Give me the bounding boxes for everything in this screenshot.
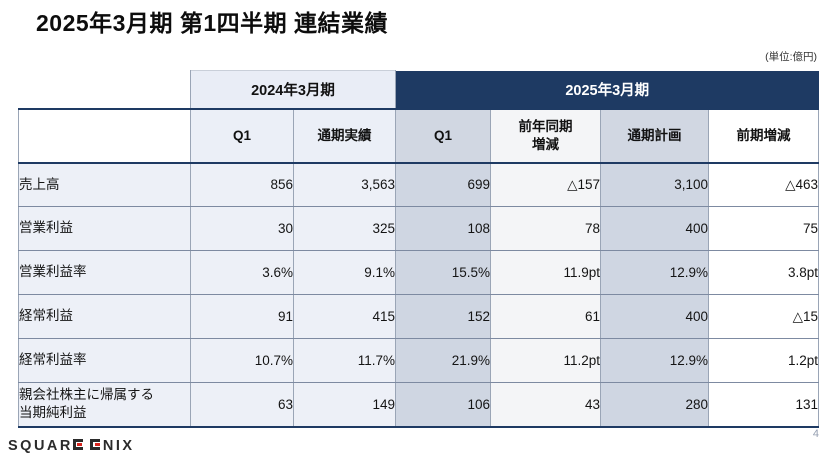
cell-fy25-q1: 15.5% <box>395 250 492 295</box>
cell-fy25-plan: 12.9% <box>600 250 710 295</box>
row-label-header-cell <box>18 108 191 164</box>
table-row-ordinary-margin: 経常利益率 10.7% 11.7% 21.9% 11.2pt 12.9% 1.2… <box>18 338 820 383</box>
row-label: 売上高 <box>18 162 191 207</box>
table-row-net-sales: 売上高 856 3,563 699 △157 3,100 △463 <box>18 162 820 207</box>
cell-fy24-q1: 91 <box>190 294 294 339</box>
cell-fy24-full: 9.1% <box>292 250 397 295</box>
table-row-ordinary-income: 経常利益 91 415 152 61 400 △15 <box>18 294 820 339</box>
column-header-fy24-q1: Q1 <box>190 108 294 164</box>
cell-fy24-full: 149 <box>292 382 397 428</box>
cell-fy25-q1: 152 <box>395 294 492 339</box>
cell-yoy-change: 11.9pt <box>490 250 602 295</box>
logo-text-nix: NIX <box>102 438 135 454</box>
table-row-net-income: 親会社株主に帰属する 当期純利益 63 149 106 43 280 131 <box>18 382 820 428</box>
cell-fy25-q1: 699 <box>395 162 492 207</box>
cell-plan-change: 3.8pt <box>708 250 820 295</box>
corner-cell <box>18 70 191 110</box>
group-header-fy2024: 2024年3月期 <box>189 70 397 110</box>
column-header-fy25-q1: Q1 <box>395 108 492 164</box>
cell-fy25-plan: 400 <box>600 294 710 339</box>
row-label: 親会社株主に帰属する 当期純利益 <box>18 382 191 428</box>
row-label: 営業利益 <box>18 206 191 251</box>
cell-plan-change: 1.2pt <box>708 338 820 383</box>
cell-yoy-change: 61 <box>490 294 602 339</box>
cell-fy25-plan: 12.9% <box>600 338 710 383</box>
cell-plan-change: △463 <box>708 162 820 207</box>
page-title: 2025年3月期 第1四半期 連結業績 <box>36 10 389 36</box>
cell-fy25-plan: 400 <box>600 206 710 251</box>
cell-fy25-plan: 3,100 <box>600 162 710 207</box>
table-row-operating-income: 営業利益 30 325 108 78 400 75 <box>18 206 820 251</box>
group-header-row: 2024年3月期 2025年3月期 <box>18 70 819 110</box>
group-header-fy2025: 2025年3月期 <box>395 70 819 110</box>
results-table: 2024年3月期 2025年3月期 Q1 通期実績 Q1 前年同期 増減 通期計… <box>18 70 820 428</box>
cell-fy24-full: 325 <box>292 206 397 251</box>
cell-fy24-q1: 856 <box>190 162 294 207</box>
cell-fy24-q1: 63 <box>190 382 294 428</box>
cell-plan-change: △15 <box>708 294 820 339</box>
square-enix-logo: SQUAR NIX <box>8 438 135 454</box>
cell-fy24-q1: 30 <box>190 206 294 251</box>
cell-yoy-change: △157 <box>490 162 602 207</box>
cell-fy25-q1: 108 <box>395 206 492 251</box>
column-header-yoy-change: 前年同期 増減 <box>490 108 602 164</box>
cell-plan-change: 75 <box>708 206 820 251</box>
cell-plan-change: 131 <box>708 382 820 428</box>
cell-fy25-plan: 280 <box>600 382 710 428</box>
cell-yoy-change: 11.2pt <box>490 338 602 383</box>
cell-yoy-change: 78 <box>490 206 602 251</box>
page-number: 4 <box>812 428 819 440</box>
column-header-fy25-plan: 通期計画 <box>600 108 710 164</box>
row-label: 経常利益 <box>18 294 191 339</box>
logo-letter-e-icon <box>72 439 83 450</box>
cell-fy24-full: 415 <box>292 294 397 339</box>
table-row-operating-margin: 営業利益率 3.6% 9.1% 15.5% 11.9pt 12.9% 3.8pt <box>18 250 820 295</box>
cell-yoy-change: 43 <box>490 382 602 428</box>
cell-fy24-full: 3,563 <box>292 162 397 207</box>
row-label: 経常利益率 <box>18 338 191 383</box>
column-header-row: Q1 通期実績 Q1 前年同期 増減 通期計画 前期増減 <box>18 108 820 164</box>
logo-letter-e-icon <box>90 439 101 450</box>
column-header-fy24-full-year: 通期実績 <box>292 108 397 164</box>
unit-label: (単位:億円) <box>765 51 817 63</box>
cell-fy24-q1: 3.6% <box>190 250 294 295</box>
cell-fy24-full: 11.7% <box>292 338 397 383</box>
column-header-plan-change: 前期増減 <box>708 108 820 164</box>
cell-fy25-q1: 21.9% <box>395 338 492 383</box>
cell-fy24-q1: 10.7% <box>190 338 294 383</box>
logo-text-squar: SQUAR <box>8 438 73 454</box>
cell-fy25-q1: 106 <box>395 382 492 428</box>
row-label: 営業利益率 <box>18 250 191 295</box>
